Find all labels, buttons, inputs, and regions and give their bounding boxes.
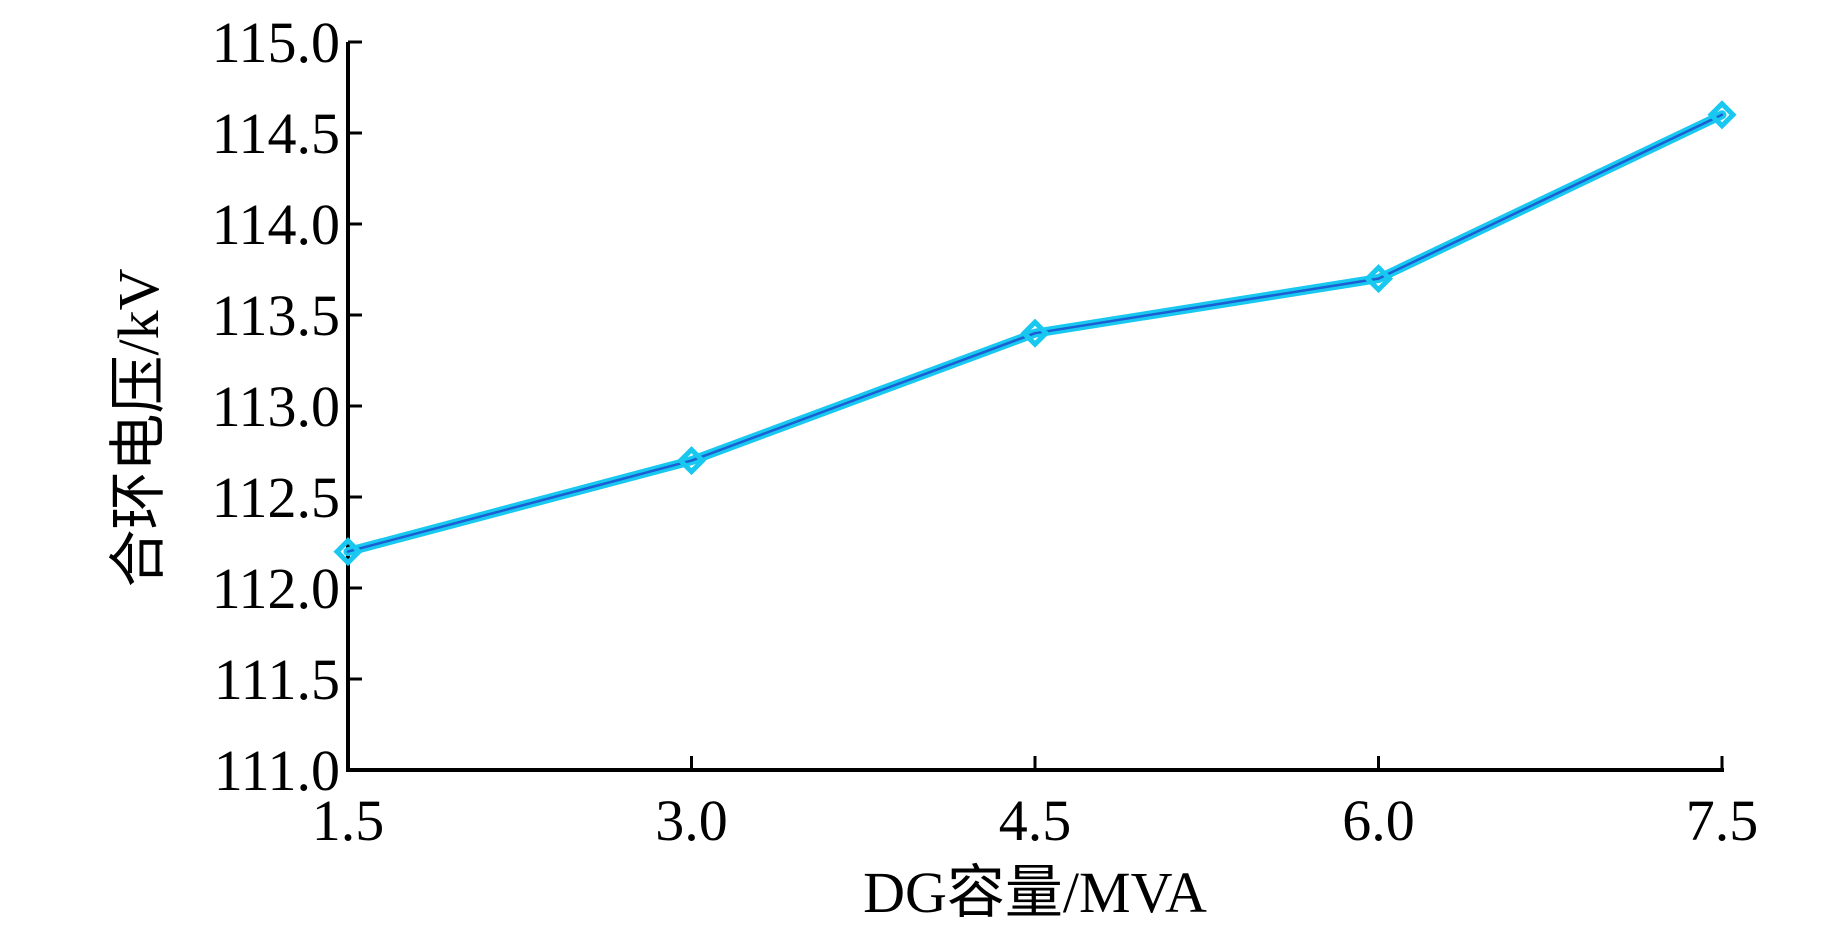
tick-marks <box>346 40 1724 772</box>
y-tick-label: 115.0 <box>212 10 340 75</box>
y-tick-label: 113.0 <box>212 374 340 439</box>
x-tick-label: 6.0 <box>1342 788 1415 853</box>
x-tick-label: 7.5 <box>1686 788 1759 853</box>
data-point-marker <box>1363 264 1394 294</box>
series-line <box>346 113 1724 553</box>
data-point-marker <box>676 446 707 476</box>
x-tick-labels: 1.5 3.0 4.5 6.0 7.5 <box>312 788 1759 853</box>
x-tick-label: 3.0 <box>655 788 728 853</box>
data-point-marker <box>333 537 363 567</box>
x-tick-label: 4.5 <box>999 788 1072 853</box>
y-tick-labels: 111.0 111.5 112.0 112.5 113.0 113.5 114.0 114.5… <box>212 10 340 803</box>
y-axis-title: 合环电压/kV <box>106 268 171 587</box>
axes <box>346 42 1724 772</box>
y-tick-label: 111.5 <box>214 647 340 712</box>
data-point-marker <box>1707 100 1737 130</box>
x-axis-title: DG容量/MVA <box>863 860 1207 925</box>
y-tick-label: 112.5 <box>212 465 340 530</box>
y-tick-label: 114.0 <box>212 192 340 257</box>
series-group <box>333 100 1737 567</box>
y-tick-label: 114.5 <box>212 101 340 166</box>
y-tick-label: 112.0 <box>212 556 340 621</box>
y-tick-label: 111.0 <box>214 738 340 803</box>
data-point-marker <box>1020 318 1050 348</box>
x-tick-label: 1.5 <box>312 788 385 853</box>
y-tick-label: 113.5 <box>212 283 340 348</box>
